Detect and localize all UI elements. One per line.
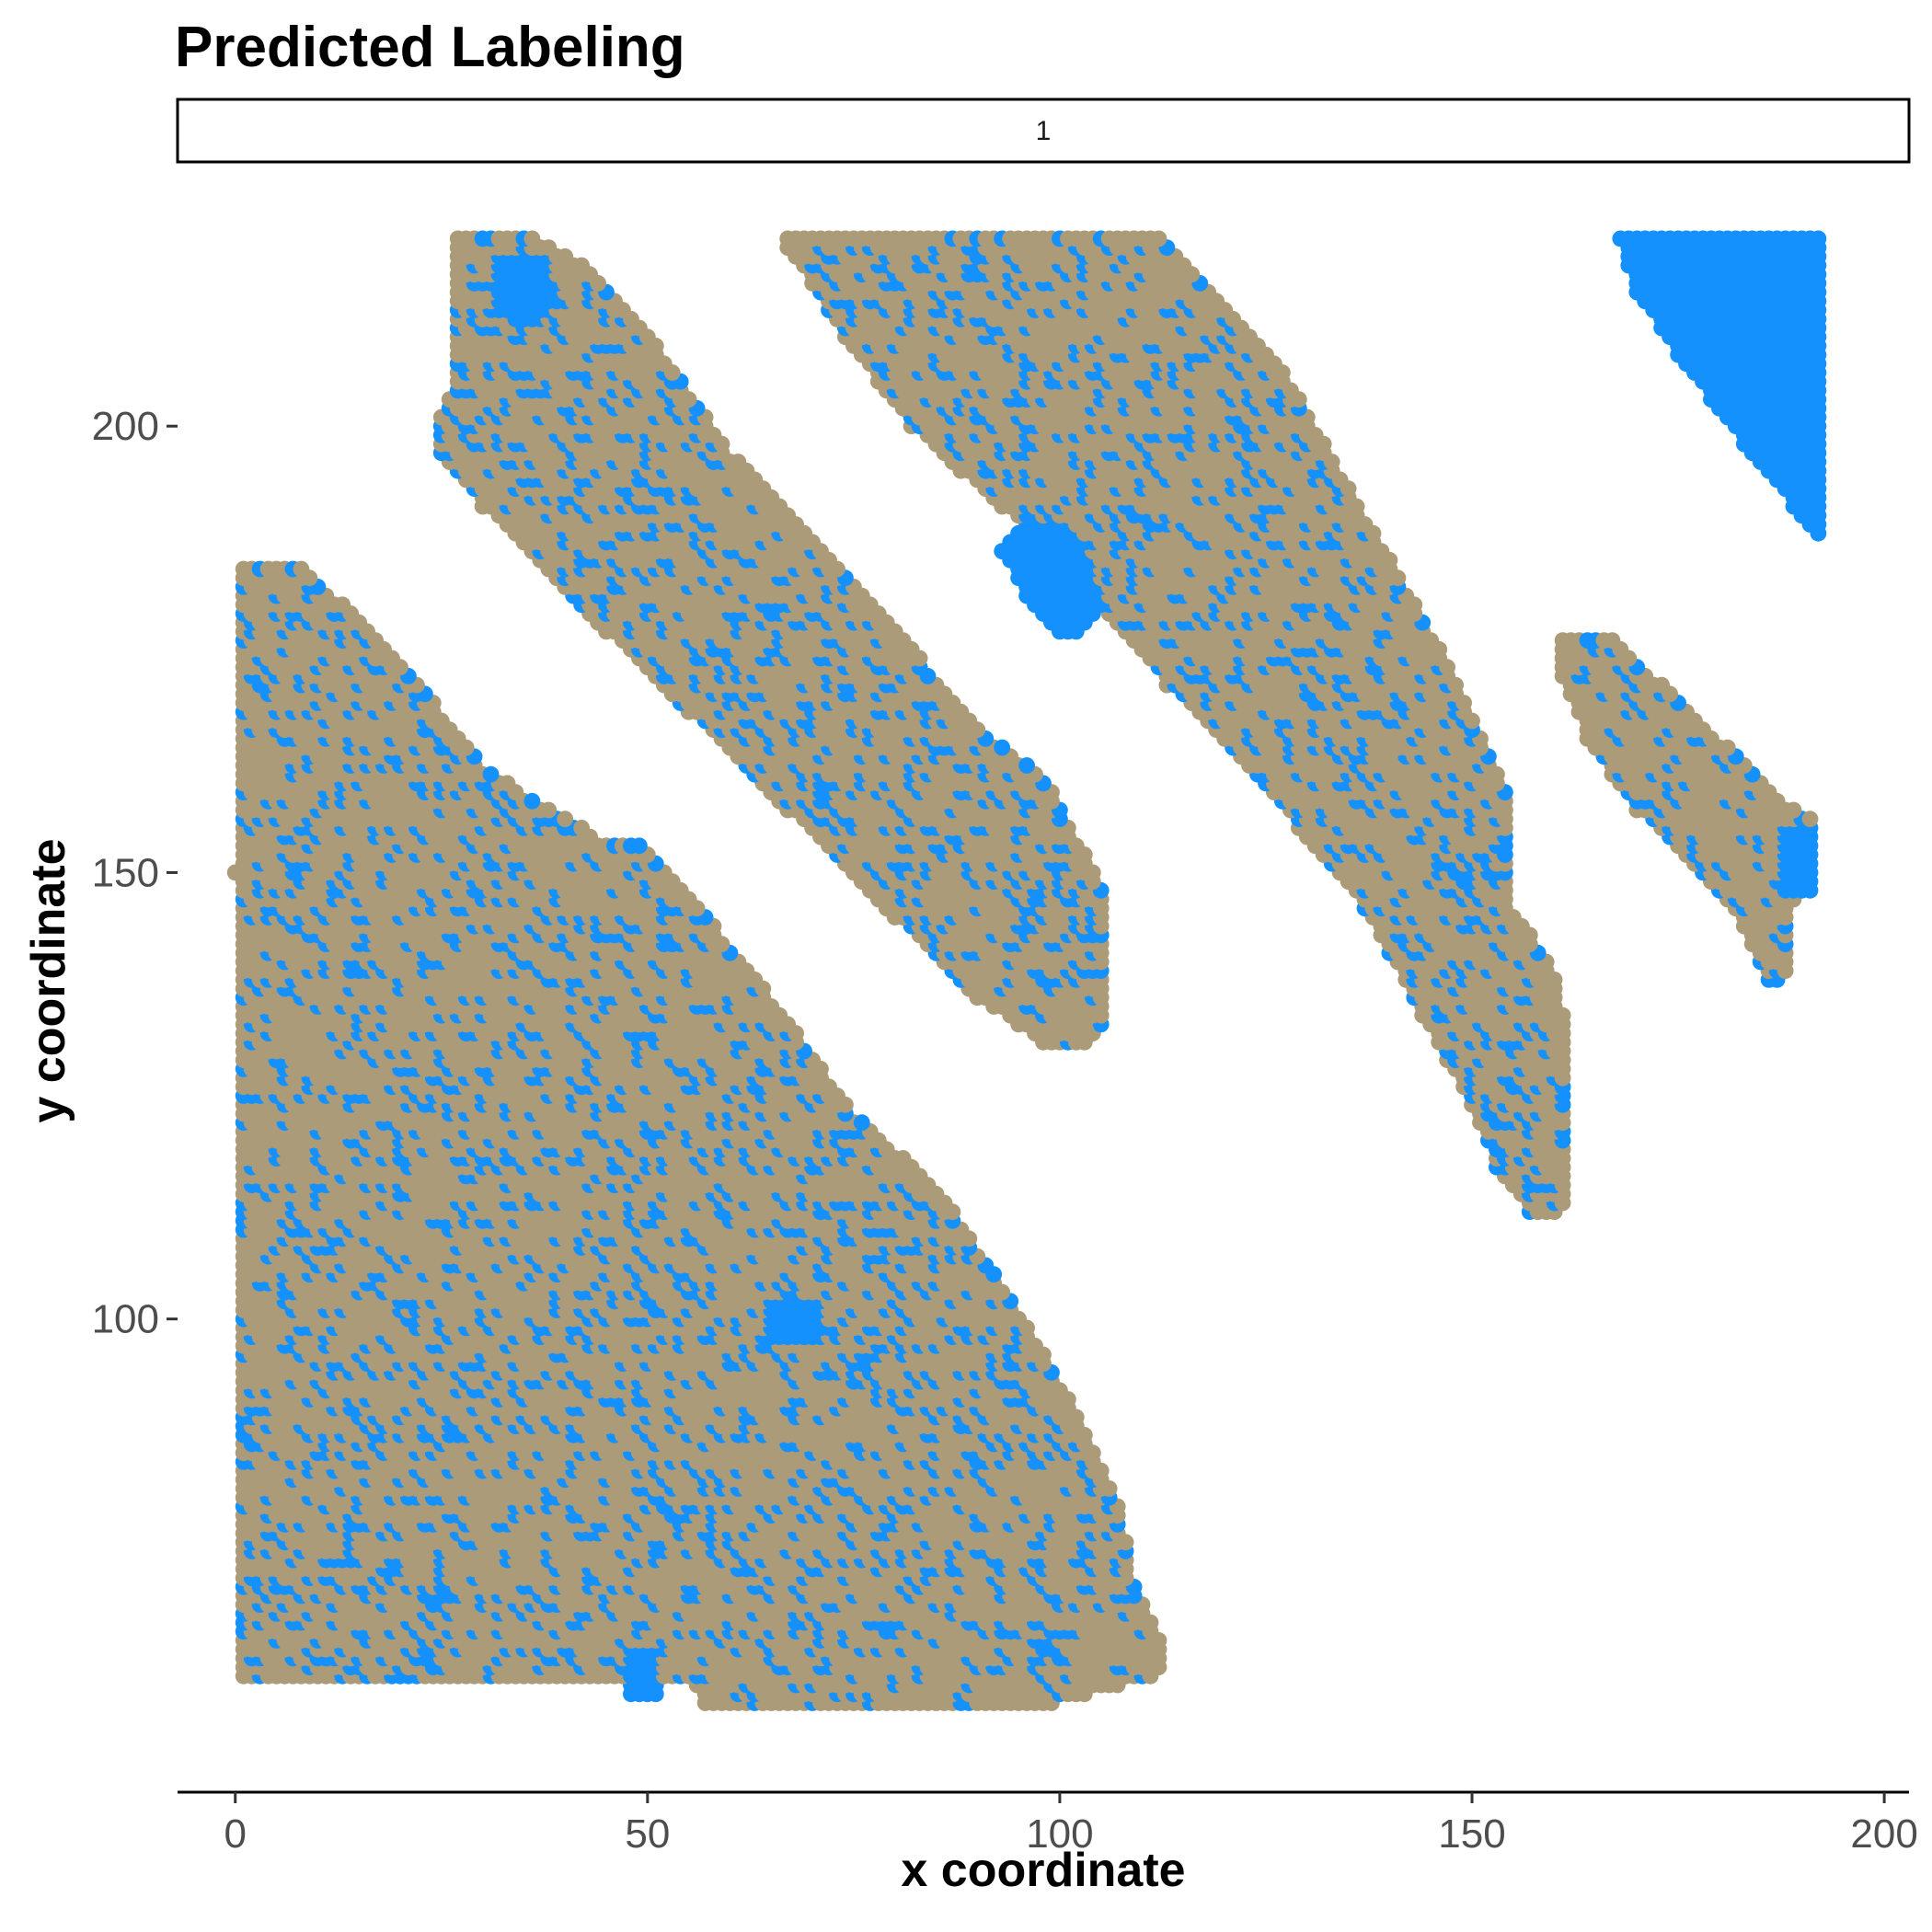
plot-points	[226, 230, 1827, 1711]
facet-strip: 1	[176, 98, 1911, 164]
chart-title: Predicted Labeling	[175, 16, 685, 79]
facet-strip-label: 1	[1036, 116, 1052, 146]
facet-strip-box	[176, 98, 1911, 164]
